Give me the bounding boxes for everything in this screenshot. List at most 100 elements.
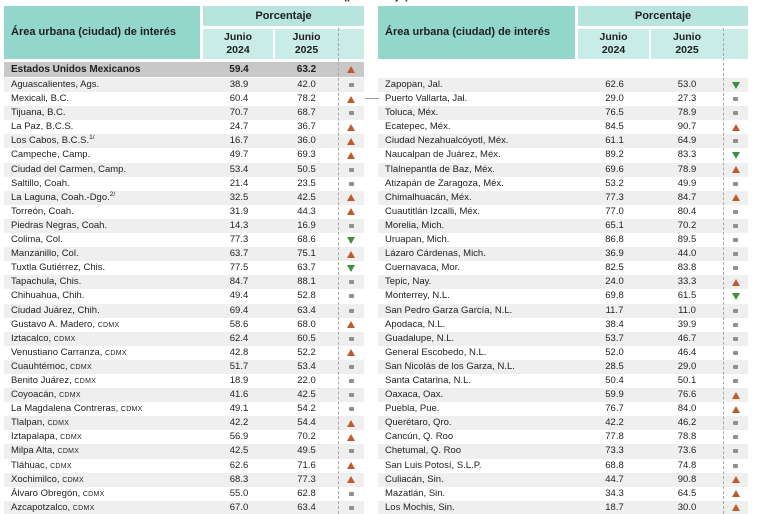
value-2024-cell: 49.1 [229,403,249,415]
value-2024-cell: 16.7 [229,135,249,147]
value-2024-cell: 73.3 [605,445,624,457]
table-row: Tijuana, B.C. 70.7 68.7 [4,106,364,121]
trend-cell [723,332,748,346]
table-row: Cuauhtémoc, CDMX 51.7 53.4 [4,359,364,374]
city-cell: Álvaro Obregón, CDMX [11,487,105,499]
trend-cell [338,332,364,346]
value-2025-cell: 50.1 [677,374,697,386]
value-2025-cell: 68.0 [297,318,316,330]
trend-cell [723,388,748,402]
value-2024-cell: 69.4 [229,304,249,316]
value-2025-cell: 62.8 [297,487,316,499]
trend-cell [338,289,364,303]
city-cell: Monterrey, N.L. [385,290,450,302]
trend-up-icon [731,278,740,286]
value-2024-cell: 18.7 [605,501,624,513]
trend-cell [338,177,364,191]
trend-column-header [723,29,748,59]
trend-cell [338,459,364,473]
trend-cell [723,487,748,501]
city-suffix: CDMX [60,434,82,442]
value-2024-cell: 42.2 [229,417,249,429]
trend-equal-icon [348,505,354,510]
trend-up-icon [731,504,740,512]
table-row: General Escobedo, N.L. 52.0 46.4 [378,346,748,360]
trend-cell [723,148,748,162]
value-2024-cell: 68.3 [229,473,249,485]
city-cell: Los Mochis, Sin. [385,501,455,513]
city-cell: Azcapotzalco, CDMX [11,501,95,513]
table-row: Guadalupe, N.L. 53.7 46.7 [378,331,748,346]
city-cell: San Luis Potosí, S.L.P. [385,459,482,471]
trend-equal-icon [348,181,354,186]
trend-cell [338,374,364,388]
trend-cell [338,148,364,162]
value-2025-cell: 46.7 [677,332,697,344]
value-2024-cell: 76.7 [605,403,624,415]
trend-cell [338,163,364,177]
table-row: Manzanillo, Col. 63.7 75.1 [4,247,364,262]
value-2024-cell: 77.3 [229,234,249,246]
city-cell: Tepic, Nay. [385,276,432,288]
value-2025-cell: 74.8 [677,459,697,471]
value-2025-cell: 83.3 [677,149,697,161]
trend-cell [338,120,364,134]
value-2025-cell: 68.6 [297,234,316,246]
city-cell: Mazatlán, Sin. [385,487,446,499]
city-cell: Toluca, Méx. [385,107,439,119]
value-2025-cell: 49.5 [297,445,316,457]
trend-equal-icon [733,238,738,243]
value-2025-cell: 73.6 [677,445,697,457]
trend-cell [723,501,748,514]
value-2024-cell: 42.8 [229,346,249,358]
trend-cell [338,191,364,205]
trend-cell [338,388,364,402]
city-cell: Morelia, Mich. [385,219,445,231]
table-row: Lázaro Cárdenas, Mich. 36.9 44.0 [378,247,748,262]
value-2025-cell: 54.2 [297,403,316,415]
table-row: Monterrey, N.L. 69.8 61.5 [378,289,748,303]
table-row: Los Mochis, Sin. 18.7 30.0 [378,500,748,514]
trend-cell [338,402,364,416]
value-2025-cell: 46.2 [677,417,697,429]
city-cell: Chimalhuacán, Méx. [385,191,472,203]
city-cell: Oaxaca, Oax. [385,389,444,401]
city-suffix: CDMX [57,448,80,456]
table-row: Aguascalientes, Ags. 38.9 42.0 [4,78,364,93]
table-row: Azcapotzalco, CDMX 67.0 63.4 [4,500,364,514]
value-2024-cell: 29.0 [605,93,624,105]
trend-cell [723,247,748,261]
city-cell: Tlalnepantla de Baz, Méx. [385,163,495,175]
trend-up-icon [347,123,355,131]
value-2025-cell: 61.5 [677,290,697,302]
table-row: Cancún, Q. Roo 77.8 78.8 [378,430,748,444]
city-cell: Saltillo, Coah. [11,177,70,189]
column-header-area: Área urbana (ciudad) de interés [4,6,200,59]
table-row: Ciudad Juárez, Chih. 69.4 63.4 [4,303,364,318]
city-cell: Chihuahua, Chih. [11,290,85,302]
trend-cell [723,106,748,120]
city-suffix: CDMX [74,377,97,385]
value-2025-cell: 63.2 [296,64,317,75]
city-cell: Ciudad Nezahualcóyotl, Méx. [385,135,509,147]
trend-up-icon [731,123,740,131]
trend-cell [338,219,364,233]
value-2024-cell: 18.9 [229,374,249,386]
left-table: Área urbana (ciudad) de interés Porcenta… [4,6,364,514]
city-cell: Culiacán, Sin. [385,473,444,485]
trend-up-icon [347,152,355,160]
city-cell: Tláhuac, CDMX [11,459,72,471]
city-cell: Tlalpan, CDMX [11,417,70,429]
trend-cell [723,459,748,473]
trend-cell [338,346,364,360]
value-2025-cell: 63.4 [297,501,316,513]
table-row: Tepic, Nay. 24.0 33.3 [378,275,748,290]
table-row: Ecatepec, Méx. 84.5 90.7 [378,120,748,134]
table-row: Ciudad del Carmen, Camp. 53.4 50.5 [4,162,364,177]
city-suffix: CDMX [72,504,95,512]
column-group-header-porcentaje: Porcentaje [578,6,748,26]
value-2025-cell: 16.9 [297,219,316,231]
value-2024-cell: 86.8 [605,234,624,246]
trend-cell [723,191,748,205]
city-cell: Cancún, Q. Roo [385,431,454,443]
